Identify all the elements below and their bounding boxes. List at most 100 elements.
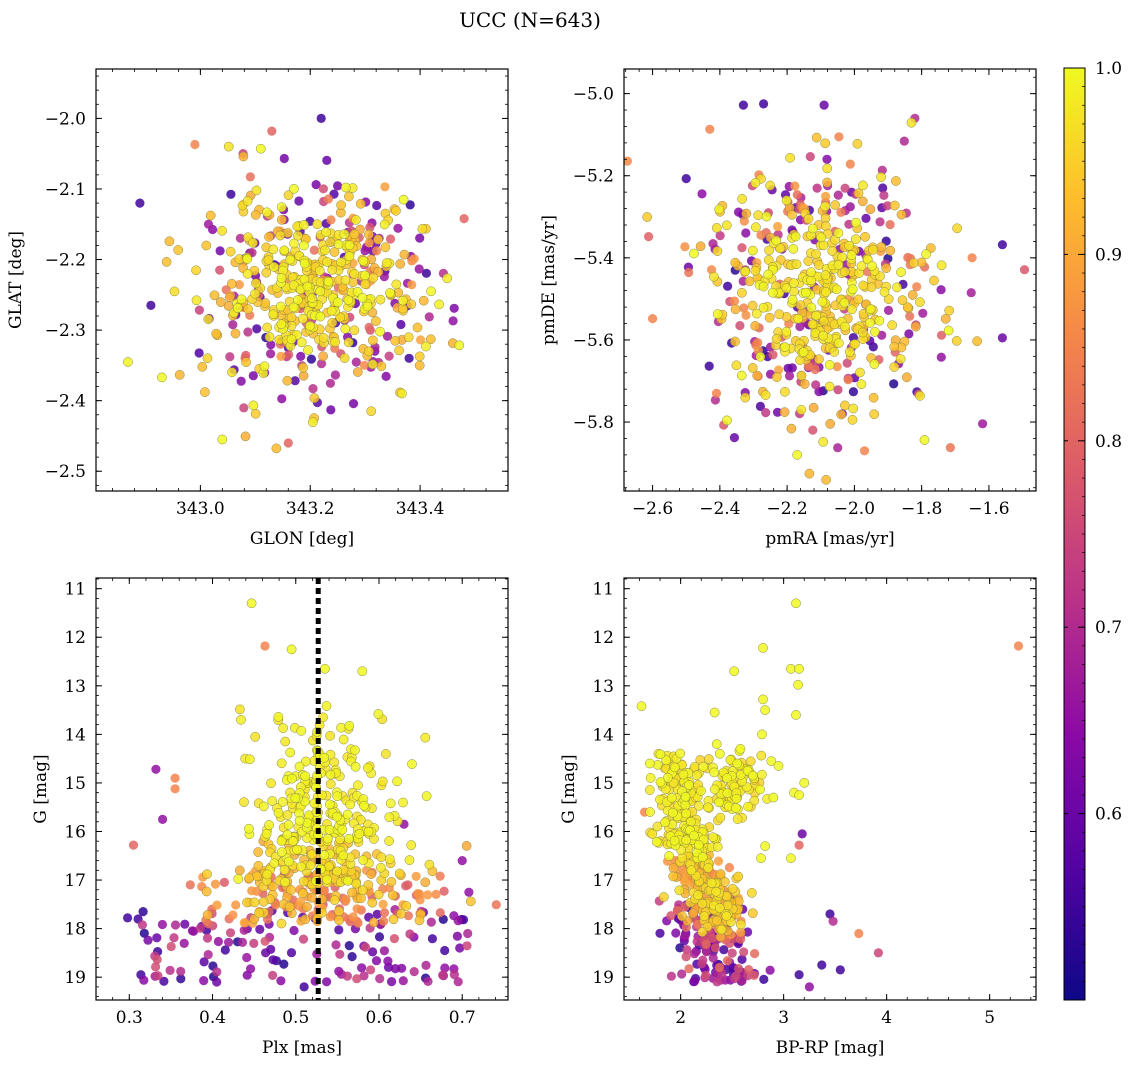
scatter-point	[883, 305, 894, 315]
scatter-point	[853, 294, 864, 305]
scatter-point	[318, 351, 328, 362]
scatter-point	[734, 207, 744, 217]
scatter-point	[253, 847, 263, 857]
scatter-point	[795, 300, 806, 311]
scatter-point	[276, 976, 286, 986]
scatter-point	[351, 215, 361, 225]
scatter-point	[879, 190, 889, 200]
scatter-point	[276, 273, 287, 283]
scatter-point	[794, 663, 804, 674]
scatter-point	[709, 271, 719, 282]
scatter-point	[391, 279, 402, 290]
scatter-point	[407, 759, 417, 769]
scatter-point	[707, 933, 718, 943]
scatter-point	[794, 840, 804, 850]
scatter-point	[952, 223, 962, 234]
scatter-point	[836, 207, 846, 217]
scatter-point	[839, 267, 850, 277]
scatter-point	[764, 312, 775, 323]
x-tick-label: −2.2	[766, 499, 807, 519]
scatter-point	[462, 941, 472, 951]
scatter-point	[345, 799, 356, 810]
scatter-point	[191, 295, 202, 306]
scatter-point	[248, 371, 258, 381]
scatter-point	[861, 213, 871, 223]
scatter-point	[360, 246, 370, 256]
scatter-point	[226, 278, 237, 289]
scatter-point	[373, 234, 383, 245]
scatter-point	[285, 254, 295, 265]
scatter-point	[681, 952, 691, 962]
scatter-point	[652, 821, 663, 832]
ticks-p2: −2.6 −2.4 −2.2 −2.0 −1.8 −1.6 −5.8 −5.6 −5.4 −5.2…	[573, 69, 1036, 519]
scatter-point	[347, 887, 357, 898]
scatter-point	[750, 949, 760, 959]
scatter-point	[334, 925, 344, 935]
scatter-point	[967, 253, 977, 263]
scatter-point	[833, 190, 843, 200]
scatter-point	[360, 942, 371, 952]
scatter-point	[824, 360, 835, 370]
scatter-point	[228, 910, 238, 920]
scatter-point	[840, 400, 850, 411]
scatter-point	[830, 200, 840, 210]
scatter-point	[662, 772, 673, 783]
x-tick-label: 343.2	[286, 499, 335, 519]
scatter-point	[453, 977, 463, 987]
scatter-point	[816, 232, 826, 243]
scatter-point	[353, 780, 363, 791]
scatter-point	[465, 896, 476, 907]
scatter-point	[644, 785, 655, 795]
scatter-point	[260, 936, 270, 946]
scatter-point	[398, 295, 408, 306]
scatter-point	[320, 663, 330, 674]
scatter-point	[200, 387, 210, 397]
scatter-point	[376, 361, 387, 372]
scatter-point	[275, 301, 286, 312]
scatter-point	[682, 945, 692, 955]
scatter-point	[376, 862, 386, 873]
scatter-point	[336, 200, 346, 210]
scatter-point	[322, 833, 333, 844]
scatter-point	[709, 767, 719, 778]
scatter-point	[810, 364, 820, 375]
scatter-point	[739, 216, 749, 226]
scatter-point	[243, 304, 253, 314]
scatter-point	[299, 258, 310, 269]
scatter-point	[681, 835, 692, 846]
scatter-point	[945, 443, 956, 453]
scatter-point	[239, 797, 249, 807]
scatter-point	[143, 935, 153, 945]
scatter-point	[461, 841, 472, 851]
scatter-point	[761, 211, 772, 222]
scatter-point	[378, 899, 388, 909]
scatter-point	[297, 888, 308, 899]
scatter-point	[335, 949, 345, 959]
scatter-point	[715, 869, 726, 879]
y-tick-label: 18	[64, 920, 86, 940]
scatter-point	[236, 376, 246, 386]
scatter-point	[385, 288, 395, 298]
scatter-point	[414, 360, 425, 371]
scatter-point	[350, 761, 361, 772]
scatter-point	[793, 313, 804, 324]
scatter-point	[773, 761, 784, 771]
scatter-point	[325, 378, 335, 388]
scatter-point	[268, 309, 279, 320]
scatter-point	[415, 233, 425, 243]
scatter-point	[203, 314, 214, 325]
scatter-point	[231, 900, 241, 910]
scatter-point	[351, 878, 362, 889]
scatter-point	[844, 240, 855, 251]
scatter-point	[244, 873, 254, 884]
scatter-point	[780, 386, 790, 397]
scatter-point	[796, 405, 807, 415]
scatter-point	[334, 915, 344, 926]
scatter-point	[397, 963, 407, 973]
scatter-point	[360, 279, 370, 289]
scatter-point	[759, 99, 769, 109]
scatter-point	[730, 304, 741, 315]
scatter-point	[252, 324, 262, 334]
points-p3	[123, 598, 501, 992]
scatter-point	[887, 320, 898, 330]
